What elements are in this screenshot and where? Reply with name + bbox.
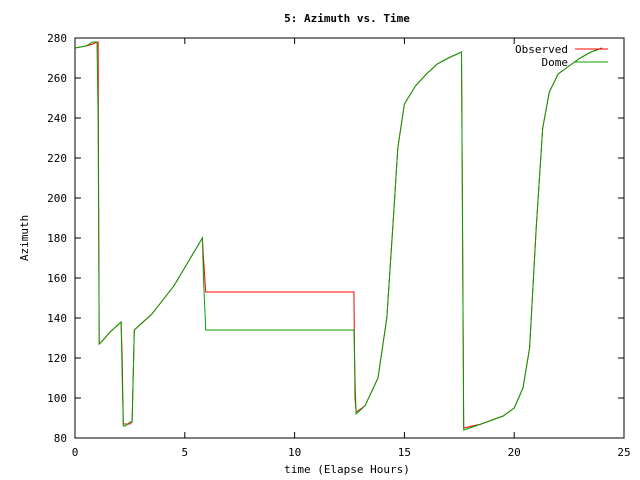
legend-label-observed: Observed (515, 43, 568, 56)
x-axis: 0 5 10 15 20 25 (72, 38, 631, 459)
y-tick-label: 260 (47, 72, 67, 85)
y-tick-label: 120 (47, 352, 67, 365)
y-tick-label: 80 (54, 432, 67, 445)
y-tick-label: 100 (47, 392, 67, 405)
chart-title: 5: Azimuth vs. Time (284, 12, 410, 25)
series-layer (74, 41, 603, 431)
series-line-dome (74, 41, 603, 431)
x-axis-label: time (Elapse Hours) (284, 463, 410, 476)
y-tick-label: 240 (47, 112, 67, 125)
plot-frame (74, 37, 625, 439)
x-tick-label: 5 (181, 446, 188, 459)
y-tick-label: 220 (47, 152, 67, 165)
y-tick-label: 180 (47, 232, 67, 245)
legend-label-dome: Dome (542, 56, 569, 69)
y-axis-label: Azimuth (18, 215, 31, 261)
x-tick-label: 15 (398, 446, 411, 459)
x-tick-label: 25 (617, 446, 630, 459)
x-tick-label: 0 (72, 446, 79, 459)
y-axis: 80 100 120 140 160 180 200 220 240 260 280 (47, 32, 624, 445)
x-tick-label: 20 (508, 446, 521, 459)
x-tick-label: 10 (288, 446, 301, 459)
series-line-observed (74, 41, 603, 429)
y-tick-label: 160 (47, 272, 67, 285)
y-tick-label: 280 (47, 32, 67, 45)
y-tick-label: 140 (47, 312, 67, 325)
y-tick-label: 200 (47, 192, 67, 205)
